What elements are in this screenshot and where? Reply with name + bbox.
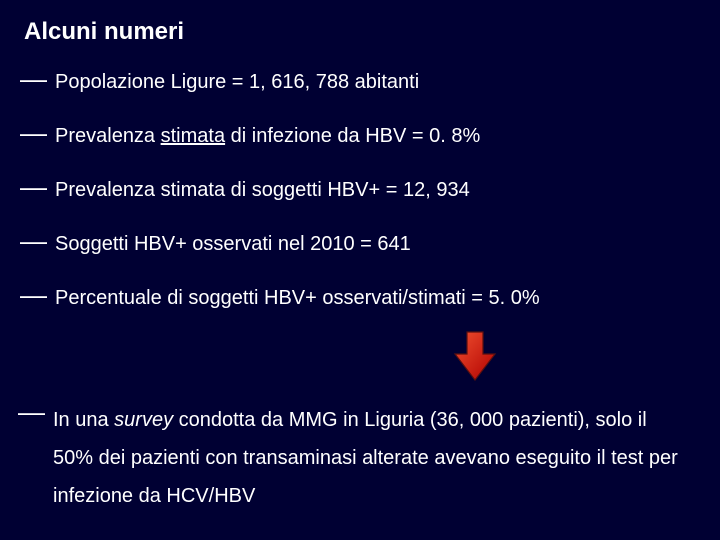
bullet-text-underlined: stimata xyxy=(161,125,225,147)
arrow-container xyxy=(18,330,692,387)
conclusion-text: In una survey condotta da MMG in Liguria… xyxy=(53,401,692,515)
bullet-dash: — xyxy=(20,176,47,198)
bullet-text: Prevalenza stimata di infezione da HBV =… xyxy=(55,122,480,150)
bullet-item: — Prevalenza stimata di soggetti HBV+ = … xyxy=(18,176,692,204)
conclusion-pre: In una xyxy=(53,409,114,431)
bullet-dash: — xyxy=(20,68,47,90)
bullet-text: Prevalenza stimata di soggetti HBV+ = 12… xyxy=(55,176,470,204)
bullet-text-post: di infezione da HBV = 0. 8% xyxy=(225,125,480,147)
slide: Alcuni numeri — Popolazione Ligure = 1, … xyxy=(0,0,720,540)
arrow-down-icon xyxy=(451,330,499,382)
bullet-dash: — xyxy=(20,122,47,144)
bullet-text: Percentuale di soggetti HBV+ osservati/s… xyxy=(55,284,540,312)
bullet-item: — Percentuale di soggetti HBV+ osservati… xyxy=(18,284,692,312)
bullet-text: Soggetti HBV+ osservati nel 2010 = 641 xyxy=(55,230,411,258)
conclusion: — In una survey condotta da MMG in Ligur… xyxy=(18,401,692,515)
bullet-dash: — xyxy=(20,230,47,252)
bullet-item: — Soggetti HBV+ osservati nel 2010 = 641 xyxy=(18,230,692,258)
slide-title: Alcuni numeri xyxy=(18,18,692,46)
bullet-item: — Popolazione Ligure = 1, 616, 788 abita… xyxy=(18,68,692,96)
bullet-dash: — xyxy=(18,401,45,423)
bullet-dash: — xyxy=(20,284,47,306)
bullet-text-pre: Prevalenza xyxy=(55,125,161,147)
bullet-text: Popolazione Ligure = 1, 616, 788 abitant… xyxy=(55,68,419,96)
bullet-item: — Prevalenza stimata di infezione da HBV… xyxy=(18,122,692,150)
conclusion-italic: survey xyxy=(114,409,173,431)
